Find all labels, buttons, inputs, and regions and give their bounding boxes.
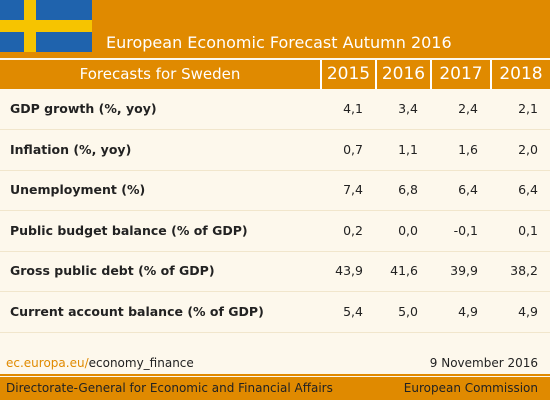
cell-value: 6,4 (518, 182, 538, 197)
url-path: economy_finance (88, 356, 194, 370)
row-label: GDP growth (%, yoy) (10, 101, 157, 116)
bottom-bar: Directorate-General for Economic and Fin… (0, 377, 550, 400)
cell-value: 6,4 (458, 182, 478, 197)
cell-value: -0,1 (453, 222, 478, 238)
cell-value: 2,0 (518, 141, 538, 157)
cell-value: 2,1 (518, 101, 538, 116)
header-year: 2017 (430, 60, 490, 89)
cell-value: 4,9 (458, 303, 478, 319)
header-year: 2015 (320, 60, 375, 89)
table-row: Unemployment (%) 7,4 6,8 6,4 6,4 (0, 170, 550, 211)
table-header: Forecasts for Sweden 2015 2016 2017 2018 (0, 60, 550, 89)
cell-value: 5,0 (398, 303, 418, 319)
cell-value: 3,4 (398, 101, 418, 116)
row-label: Unemployment (%) (10, 182, 146, 197)
flag (0, 0, 92, 52)
cell-value: 2,4 (458, 101, 478, 116)
row-label: Gross public debt (% of GDP) (10, 263, 215, 278)
url-domain: ec.europa.eu/ (6, 356, 89, 370)
cell-value: 0,2 (343, 222, 363, 238)
cell-value: 7,4 (343, 182, 363, 197)
cell-value: 43,9 (335, 263, 363, 278)
cell-value: 1,1 (398, 141, 418, 157)
date: 9 November 2016 (429, 356, 538, 370)
cell-value: 38,2 (510, 263, 538, 278)
header-label: Forecasts for Sweden (79, 65, 241, 83)
cell-value: 6,8 (398, 182, 418, 197)
table-row: Inflation (%, yoy) 0,7 1,1 1,6 2,0 (0, 130, 550, 171)
rule (0, 374, 550, 376)
commission: European Commission (403, 381, 538, 395)
row-label: Current account balance (% of GDP) (10, 303, 264, 319)
table-row: Public budget balance (% of GDP) 0,2 0,0 -0… (0, 211, 550, 252)
cell-value: 41,6 (390, 263, 418, 278)
url: ec.europa.eu/economy_finance (6, 356, 194, 370)
cell-value: 1,6 (458, 141, 478, 157)
row-label: Public budget balance (% of GDP) (10, 222, 248, 238)
header-year: 2018 (490, 60, 550, 89)
cell-value: 4,9 (518, 303, 538, 319)
table-row: GDP growth (%, yoy) 4,1 3,4 2,4 2,1 (0, 89, 550, 130)
dg-name: Directorate-General for Economic and Fin… (6, 381, 333, 395)
cell-value: 0,7 (343, 141, 363, 157)
cell-value: 0,0 (398, 222, 418, 238)
row-label: Inflation (%, yoy) (10, 141, 132, 157)
table-row: Gross public debt (% of GDP) 43,9 41,6 39,9… (0, 251, 550, 292)
table-row: Current account balance (% of GDP) 5,4 5,0… (0, 292, 550, 333)
title: European Economic Forecast Autumn 2016 (106, 33, 452, 52)
header-year: 2016 (375, 60, 430, 89)
cell-value: 4,1 (343, 101, 363, 116)
cell-value: 39,9 (450, 263, 478, 278)
cell-value: 0,1 (518, 222, 538, 238)
cell-value: 5,4 (343, 303, 363, 319)
